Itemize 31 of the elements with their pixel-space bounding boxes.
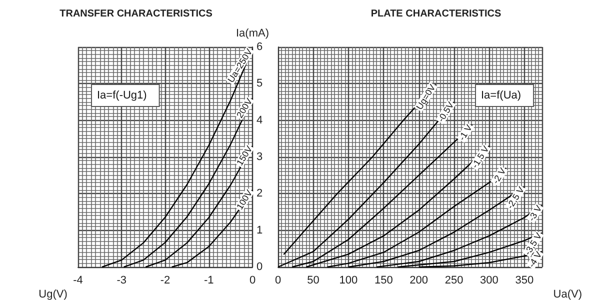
text: -1,5 V	[470, 144, 491, 170]
x-tick-label: 0	[274, 274, 282, 286]
x-tick-label: 300	[480, 274, 498, 286]
x-tick-label: 50	[307, 274, 320, 286]
x-tick-label: 200	[410, 274, 428, 286]
y-tick-label: 0	[256, 261, 263, 273]
annotation: Ia=f(-Ug1)	[97, 90, 147, 102]
x-tick-label: -1	[204, 274, 214, 286]
y-axis-title: Ia(mA)	[236, 28, 269, 40]
text: -2,5 V	[504, 184, 526, 211]
x-axis-title: Ua(V)	[553, 288, 582, 300]
x-axis-title: Ug(V)	[38, 288, 68, 300]
text: -1 V	[456, 122, 474, 142]
y-tick-label: 2	[256, 188, 263, 200]
text: -2 V	[490, 166, 508, 186]
chart-title: PLATE CHARACTERISTICS	[370, 8, 502, 20]
x-tick-label: 250	[444, 274, 464, 286]
x-tick-label: -2	[160, 274, 170, 286]
chart-title: TRANSFER CHARACTERISTICS	[60, 8, 213, 20]
x-tick-label: 150	[374, 274, 393, 286]
x-tick-label: 100	[339, 274, 358, 286]
y-tick-label: 5	[256, 78, 263, 90]
x-tick-label: 350	[515, 274, 534, 286]
annotation: Ia=f(Ua)	[481, 90, 522, 102]
y-tick-label: 6	[256, 41, 263, 53]
y-tick-label: 3	[256, 151, 263, 163]
x-tick-label: -4	[73, 274, 83, 286]
text: -3 V	[526, 204, 544, 223]
y-tick-label: 1	[256, 224, 263, 236]
x-tick-label: -3	[116, 274, 127, 286]
y-tick-label: 4	[256, 114, 263, 126]
